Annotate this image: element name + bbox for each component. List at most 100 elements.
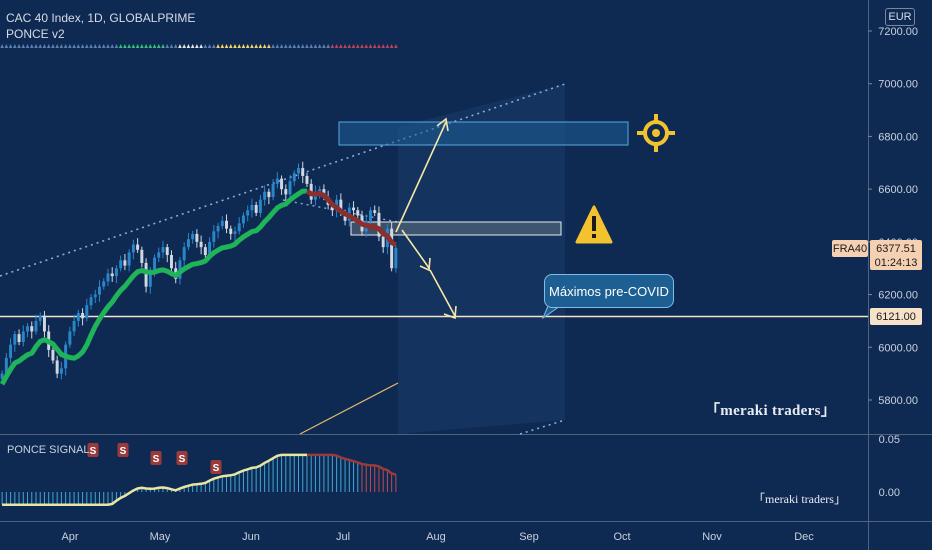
trend-line-bearish[interactable] <box>305 188 397 247</box>
signal-mark <box>317 44 322 48</box>
currency-badge[interactable]: EUR <box>885 8 915 26</box>
target-zone-box[interactable] <box>338 121 629 146</box>
arrow-up-path[interactable] <box>395 121 447 233</box>
signal-mark <box>224 44 229 48</box>
signal-mark <box>305 44 309 48</box>
signal-mark <box>330 44 335 48</box>
arrow-down-head-1 <box>419 257 431 272</box>
trend-line-bullish[interactable] <box>0 188 307 386</box>
signal-mark <box>381 44 385 48</box>
sell-marker-letter: S <box>179 454 186 465</box>
oscillator-signal-line[interactable] <box>2 453 307 506</box>
signal-mark <box>368 44 373 48</box>
channel-lower-line[interactable] <box>519 419 566 435</box>
time-tick-label: May <box>150 531 171 543</box>
candle-body <box>377 212 381 237</box>
candle-body <box>140 249 144 263</box>
signal-mark <box>68 44 72 48</box>
oscillator-title[interactable]: PONCE SIGNAL <box>7 444 90 456</box>
signal-mark <box>165 44 170 48</box>
symbol-title[interactable]: CAC 40 Index, 1D, GLOBALPRIME <box>6 11 196 25</box>
candle-body <box>148 273 152 287</box>
candle-body <box>390 228 394 269</box>
signal-mark <box>89 44 93 48</box>
candle-body <box>102 281 106 287</box>
candle-body <box>292 173 296 182</box>
price-tick-label: 7200.00 <box>878 26 918 38</box>
sell-marker-letter: S <box>213 463 220 474</box>
sell-marker[interactable] <box>210 460 222 474</box>
signal-mark <box>76 44 81 48</box>
signal-mark <box>309 44 314 48</box>
candle-body <box>305 175 309 184</box>
arrow-down-path-1[interactable] <box>401 229 430 269</box>
candle-body <box>17 334 21 343</box>
sell-marker[interactable] <box>87 443 99 457</box>
sell-marker[interactable] <box>176 451 188 465</box>
price-tick-label: 6200.00 <box>878 290 918 302</box>
arrow-up-head <box>436 117 449 132</box>
sell-marker-letter: S <box>90 446 97 457</box>
signal-mark <box>8 44 13 48</box>
signal-mark <box>199 44 203 48</box>
signal-mark <box>334 44 339 48</box>
oscillator-axis[interactable]: 0.05 0.00 <box>879 434 900 499</box>
sell-marker-letter: S <box>120 446 127 457</box>
oscillator-signal-line-bearish[interactable] <box>307 453 397 476</box>
trend-line-group <box>0 188 397 386</box>
signal-mark <box>267 44 271 48</box>
time-tick-label: Jul <box>336 531 350 543</box>
signal-mark <box>46 44 51 48</box>
warning-icon[interactable] <box>575 205 613 244</box>
candle-body <box>13 334 17 345</box>
sell-marker[interactable] <box>117 443 129 457</box>
signal-mark <box>42 44 47 48</box>
candle-body <box>186 239 190 248</box>
candle-body <box>246 210 250 216</box>
signal-mark <box>364 44 369 48</box>
candle-body <box>157 252 161 258</box>
signal-mark <box>13 44 17 48</box>
candle-body <box>301 168 305 176</box>
signal-mark <box>63 44 68 48</box>
current-price-tag[interactable]: FRA40 6377.51 01:24:13 <box>832 240 922 270</box>
candle-body <box>280 178 284 190</box>
signal-mark <box>93 44 98 48</box>
candle-body <box>136 244 140 250</box>
candle-body <box>368 210 372 221</box>
candle-body <box>89 297 93 306</box>
candle-body <box>220 220 224 227</box>
candle-body <box>258 199 262 213</box>
level-tag-value: 6121.00 <box>876 311 916 323</box>
time-tick-label: Dec <box>794 531 814 543</box>
signal-mark <box>394 44 398 48</box>
target-crosshair-icon[interactable] <box>637 114 675 152</box>
signal-mark <box>152 44 157 48</box>
candle-body <box>85 305 89 319</box>
indicator-title[interactable]: PONCE v2 <box>6 27 65 41</box>
candle-body <box>30 326 34 332</box>
candle-body <box>195 233 199 242</box>
callout-label[interactable]: Máximos pre-COVID <box>544 274 674 308</box>
candle-body <box>263 191 267 200</box>
sell-marker[interactable] <box>150 451 162 465</box>
oscillator-tick-label: 0.00 <box>879 487 900 499</box>
trend-line-lower[interactable] <box>299 382 399 435</box>
level-price-tag[interactable]: 6121.00 <box>870 308 922 325</box>
signal-mark <box>339 44 343 48</box>
current-price-value: 6377.51 <box>876 243 916 255</box>
candle-body <box>98 286 101 295</box>
arrow-down-path-2[interactable] <box>429 269 456 317</box>
signal-mark <box>296 44 301 48</box>
candle-body <box>119 260 123 269</box>
time-axis[interactable]: Apr May Jun Jul Aug Sep Oct Nov Dec <box>61 531 814 543</box>
signal-mark <box>59 44 64 48</box>
candle-body <box>68 331 72 345</box>
signal-mark <box>156 44 161 48</box>
signal-mark <box>148 44 153 48</box>
candle-body <box>250 204 254 211</box>
scenario-arrows[interactable] <box>395 117 457 320</box>
candle-body <box>123 260 127 266</box>
candle-body <box>131 244 135 253</box>
